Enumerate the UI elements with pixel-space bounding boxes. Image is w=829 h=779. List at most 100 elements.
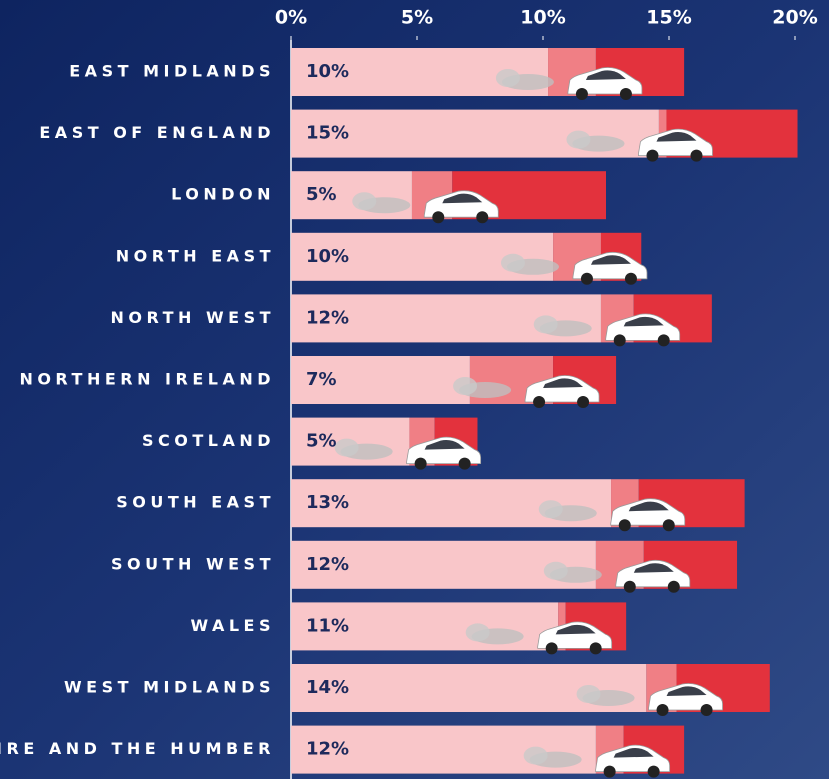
car-icon: [465, 621, 613, 655]
car-window: [623, 316, 664, 327]
car-window: [543, 378, 584, 388]
smoke: [500, 253, 525, 272]
car-body: [595, 744, 671, 772]
car-wheel: [533, 396, 546, 408]
car-wheel: [613, 334, 626, 347]
value-label: 15%: [306, 123, 349, 144]
smoke: [352, 192, 377, 211]
x-tick-label: 15%: [646, 7, 691, 29]
car-body: [638, 128, 713, 157]
category-label: EAST MIDLANDS: [69, 62, 275, 81]
category-label: EAST OF ENGLAND: [39, 123, 275, 142]
bar-segment: [291, 540, 596, 589]
category-label: YORKSHIRE AND THE HUMBER: [0, 739, 275, 758]
car-wheel: [619, 88, 632, 100]
car-body: [572, 251, 648, 280]
car-wheel: [662, 519, 675, 532]
car-wheel: [618, 519, 631, 532]
car-body: [524, 375, 600, 403]
value-label: 12%: [306, 554, 349, 575]
car-wheel: [458, 457, 471, 470]
x-tick-label: 5%: [401, 7, 433, 29]
category-label: SCOTLAND: [142, 431, 275, 450]
value-label: 11%: [306, 615, 349, 636]
car-wheel: [700, 704, 713, 716]
car-icon: [538, 498, 686, 532]
car-wheel: [589, 642, 602, 655]
value-label: 10%: [306, 246, 349, 267]
car-icon: [543, 559, 691, 593]
car-icon: [523, 744, 671, 778]
category-label: WALES: [191, 616, 275, 635]
car-wheel: [545, 642, 558, 655]
value-label: 14%: [306, 677, 349, 698]
car-wheel: [624, 272, 637, 285]
car-window: [613, 748, 654, 758]
car-window: [442, 193, 483, 204]
car-wheel: [623, 580, 636, 593]
bar-segment: [291, 356, 470, 404]
category-label: NORTHERN IRELAND: [19, 370, 275, 389]
car-window: [424, 440, 465, 450]
category-label: SOUTH WEST: [111, 554, 275, 573]
car-wheel: [690, 149, 703, 162]
smoke: [453, 377, 478, 395]
smoke: [334, 438, 359, 457]
car-window: [628, 501, 669, 512]
car-wheel: [414, 457, 427, 470]
car-icon: [576, 683, 723, 716]
car-icon: [500, 251, 648, 285]
value-label: 5%: [306, 431, 337, 452]
car-window: [666, 686, 707, 696]
value-label: 10%: [306, 61, 349, 82]
category-label: NORTH WEST: [111, 308, 275, 327]
car-icon: [566, 128, 713, 162]
smoke: [523, 746, 548, 765]
car-body: [406, 436, 482, 465]
car-wheel: [432, 211, 445, 224]
car-body: [423, 190, 499, 218]
car-wheel: [646, 149, 659, 162]
car-wheel: [647, 765, 660, 778]
x-tick-label: 20%: [772, 7, 817, 29]
car-window: [585, 70, 626, 80]
car-wheel: [580, 272, 593, 285]
smoke: [543, 561, 568, 580]
smoke: [533, 315, 558, 334]
car-body: [648, 683, 723, 711]
car-icon: [533, 313, 681, 347]
car-icon: [495, 67, 643, 100]
car-window: [555, 624, 596, 635]
category-label: SOUTH EAST: [116, 493, 275, 512]
category-label: LONDON: [171, 185, 275, 204]
smoke: [538, 500, 563, 519]
car-wheel: [656, 704, 669, 716]
category-label: NORTH EAST: [116, 246, 275, 265]
car-wheel: [603, 765, 616, 778]
value-label: 12%: [306, 307, 349, 328]
smoke: [576, 685, 601, 703]
car-body: [537, 621, 613, 649]
value-label: 13%: [306, 492, 349, 513]
x-tick-label: 10%: [520, 7, 565, 29]
car-icon: [334, 436, 482, 470]
car-wheel: [667, 580, 680, 593]
car-window: [590, 255, 631, 265]
value-label: 5%: [306, 184, 337, 205]
car-window: [633, 563, 674, 573]
car-icon: [453, 375, 600, 408]
car-body: [605, 313, 681, 341]
car-wheel: [657, 334, 670, 347]
car-wheel: [577, 396, 590, 408]
car-body: [610, 498, 686, 526]
car-wheel: [575, 88, 588, 100]
value-label: 12%: [306, 739, 349, 760]
car-body: [615, 559, 691, 588]
value-label: 7%: [306, 369, 337, 390]
smoke: [566, 130, 591, 149]
car-icon: [352, 190, 499, 224]
car-body: [567, 67, 643, 95]
category-label: WEST MIDLANDS: [64, 678, 275, 697]
